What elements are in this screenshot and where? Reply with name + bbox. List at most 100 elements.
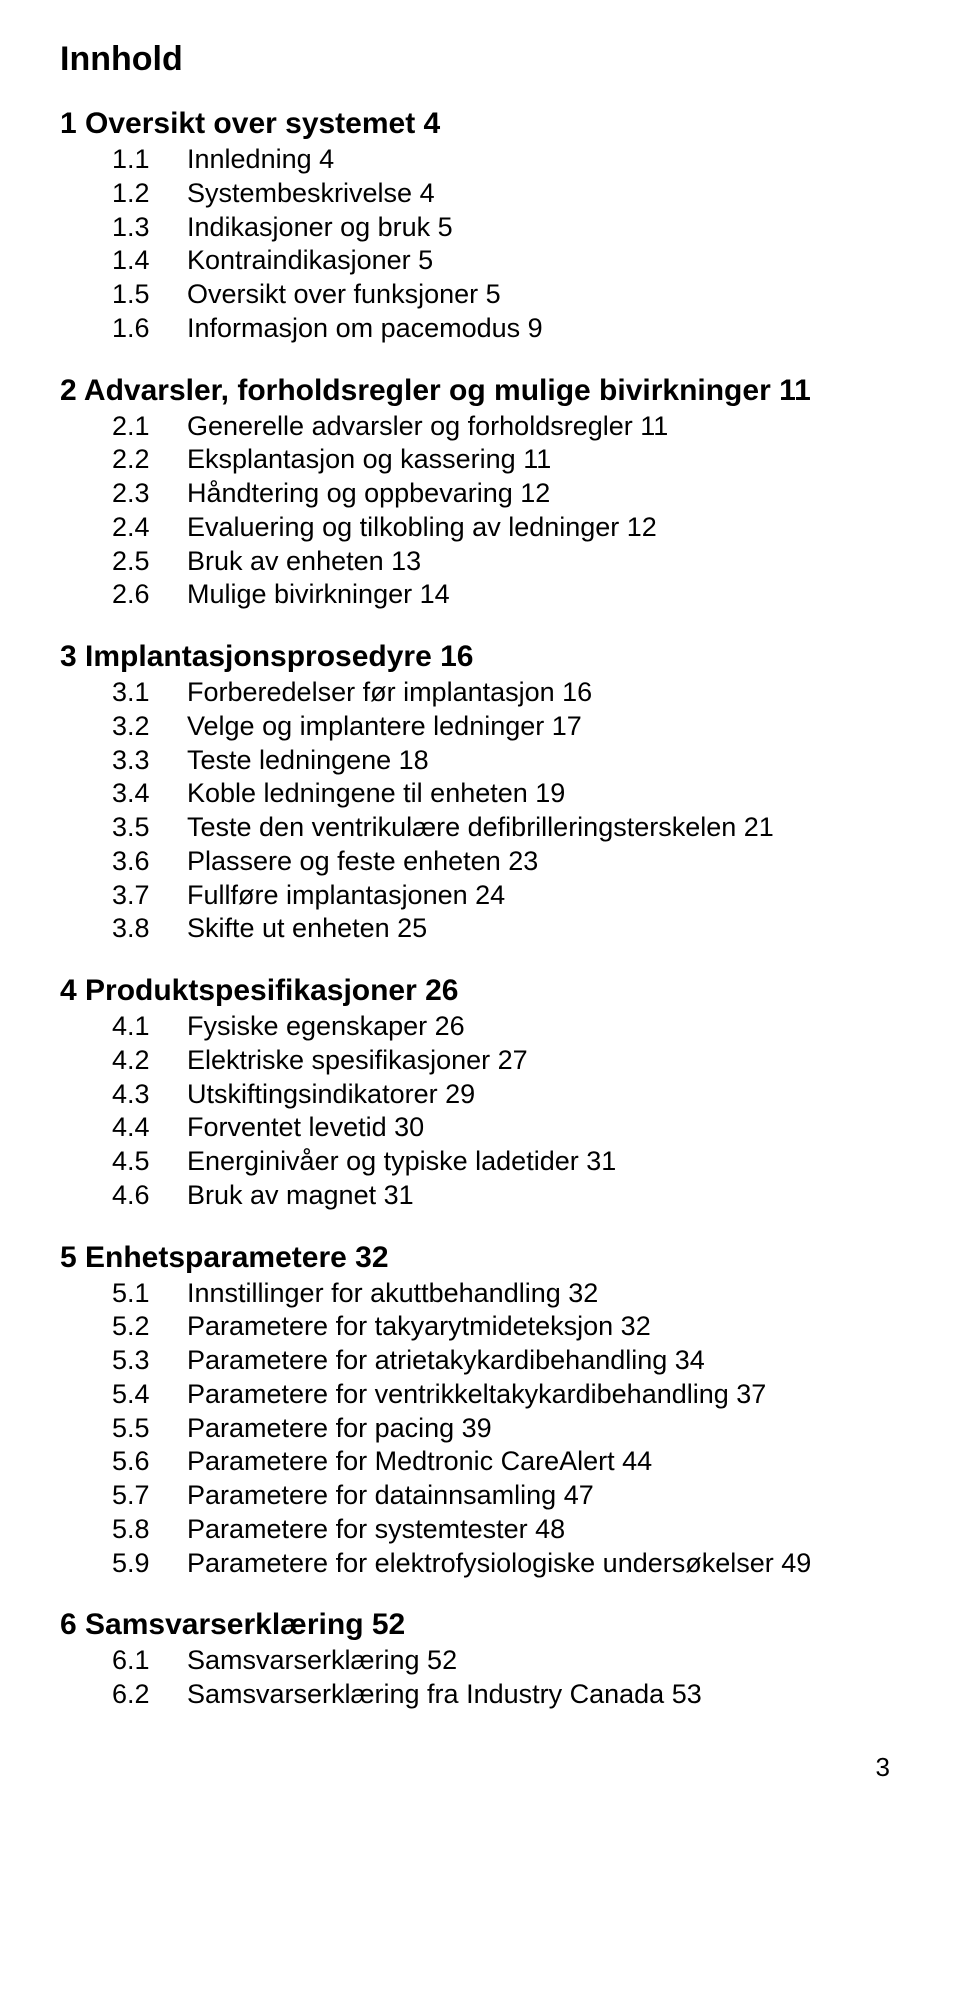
toc-sub-item: 2.3Håndtering og oppbevaring 12 bbox=[112, 477, 900, 511]
toc-sub-item: 3.2Velge og implantere ledninger 17 bbox=[112, 710, 900, 744]
toc-sub-number: 5.2 bbox=[112, 1310, 187, 1344]
toc-sub-number: 1.2 bbox=[112, 177, 187, 211]
toc-sub-text: Teste den ventrikulære defibrilleringste… bbox=[187, 811, 900, 845]
toc-sub-number: 6.1 bbox=[112, 1644, 187, 1678]
toc-sub-item: 4.5Energinivåer og typiske ladetider 31 bbox=[112, 1145, 900, 1179]
toc-sub-text: Plassere og feste enheten 23 bbox=[187, 845, 900, 879]
toc-sub-text: Elektriske spesifikasjoner 27 bbox=[187, 1044, 900, 1078]
toc-sub-item: 1.1Innledning 4 bbox=[112, 143, 900, 177]
toc-sub-text: Bruk av enheten 13 bbox=[187, 545, 900, 579]
toc-sub-item: 1.4Kontraindikasjoner 5 bbox=[112, 244, 900, 278]
toc-sub-item: 6.1Samsvarserklæring 52 bbox=[112, 1644, 900, 1678]
toc-sub-number: 1.1 bbox=[112, 143, 187, 177]
section-heading: 6 Samsvarserklæring 52 bbox=[60, 1608, 900, 1642]
toc-sub-number: 3.3 bbox=[112, 744, 187, 778]
toc-sub-text: Samsvarserklæring 52 bbox=[187, 1644, 900, 1678]
toc-sub-item: 2.4Evaluering og tilkobling av ledninger… bbox=[112, 511, 900, 545]
toc-sub-number: 4.5 bbox=[112, 1145, 187, 1179]
document-title: Innhold bbox=[60, 40, 900, 79]
toc-sub-text: Kontraindikasjoner 5 bbox=[187, 244, 900, 278]
toc-sub-number: 3.8 bbox=[112, 912, 187, 946]
toc-sub-number: 4.3 bbox=[112, 1078, 187, 1112]
toc-sub-item: 4.2Elektriske spesifikasjoner 27 bbox=[112, 1044, 900, 1078]
toc-sub-text: Utskiftingsindikatorer 29 bbox=[187, 1078, 900, 1112]
toc-sub-item: 2.2Eksplantasjon og kassering 11 bbox=[112, 443, 900, 477]
toc-sub-number: 1.6 bbox=[112, 312, 187, 346]
toc-sub-item: 3.5Teste den ventrikulære defibrillering… bbox=[112, 811, 900, 845]
toc-sub-text: Forventet levetid 30 bbox=[187, 1111, 900, 1145]
toc-sub-number: 1.4 bbox=[112, 244, 187, 278]
toc-sub-item: 6.2Samsvarserklæring fra Industry Canada… bbox=[112, 1678, 900, 1712]
section-heading: 1 Oversikt over systemet 4 bbox=[60, 107, 900, 141]
toc-sub-item: 1.2Systembeskrivelse 4 bbox=[112, 177, 900, 211]
toc-sub-item: 5.9Parametere for elektrofysiologiske un… bbox=[112, 1547, 900, 1581]
toc-sub-text: Parametere for datainnsamling 47 bbox=[187, 1479, 900, 1513]
toc-sub-number: 2.2 bbox=[112, 443, 187, 477]
toc-sub-item: 4.1Fysiske egenskaper 26 bbox=[112, 1010, 900, 1044]
toc-sub-number: 2.5 bbox=[112, 545, 187, 579]
toc-sub-item: 2.1Generelle advarsler og forholdsregler… bbox=[112, 410, 900, 444]
section-sub-list: 2.1Generelle advarsler og forholdsregler… bbox=[60, 410, 900, 613]
toc-sub-item: 5.1Innstillinger for akuttbehandling 32 bbox=[112, 1277, 900, 1311]
toc-sub-number: 2.1 bbox=[112, 410, 187, 444]
toc-sub-number: 4.2 bbox=[112, 1044, 187, 1078]
toc-sub-item: 5.5Parametere for pacing 39 bbox=[112, 1412, 900, 1446]
toc-sub-number: 3.4 bbox=[112, 777, 187, 811]
toc-sub-text: Energinivåer og typiske ladetider 31 bbox=[187, 1145, 900, 1179]
toc-sub-number: 4.1 bbox=[112, 1010, 187, 1044]
toc-sub-text: Håndtering og oppbevaring 12 bbox=[187, 477, 900, 511]
toc-sub-number: 6.2 bbox=[112, 1678, 187, 1712]
section-sub-list: 6.1Samsvarserklæring 526.2Samsvarserklær… bbox=[60, 1644, 900, 1712]
toc-sub-text: Forberedelser før implantasjon 16 bbox=[187, 676, 900, 710]
toc-sub-number: 2.3 bbox=[112, 477, 187, 511]
toc-sub-item: 1.6Informasjon om pacemodus 9 bbox=[112, 312, 900, 346]
toc-sub-number: 5.6 bbox=[112, 1445, 187, 1479]
toc-sub-item: 4.6Bruk av magnet 31 bbox=[112, 1179, 900, 1213]
toc-sub-item: 5.2Parametere for takyarytmideteksjon 32 bbox=[112, 1310, 900, 1344]
toc-sub-number: 5.1 bbox=[112, 1277, 187, 1311]
section-sub-list: 4.1Fysiske egenskaper 264.2Elektriske sp… bbox=[60, 1010, 900, 1213]
toc-sub-number: 5.8 bbox=[112, 1513, 187, 1547]
section-heading: 2 Advarsler, forholdsregler og mulige bi… bbox=[60, 374, 900, 408]
toc-sub-item: 3.6Plassere og feste enheten 23 bbox=[112, 845, 900, 879]
toc-sub-number: 3.5 bbox=[112, 811, 187, 845]
toc-sub-text: Parametere for pacing 39 bbox=[187, 1412, 900, 1446]
toc-sub-text: Parametere for elektrofysiologiske under… bbox=[187, 1547, 900, 1581]
toc-sub-number: 5.4 bbox=[112, 1378, 187, 1412]
toc-sub-number: 1.3 bbox=[112, 211, 187, 245]
toc-sub-item: 3.3Teste ledningene 18 bbox=[112, 744, 900, 778]
toc-sub-text: Parametere for takyarytmideteksjon 32 bbox=[187, 1310, 900, 1344]
toc-sub-text: Mulige bivirkninger 14 bbox=[187, 578, 900, 612]
toc-sub-number: 4.6 bbox=[112, 1179, 187, 1213]
toc-sub-text: Oversikt over funksjoner 5 bbox=[187, 278, 900, 312]
toc-sub-text: Samsvarserklæring fra Industry Canada 53 bbox=[187, 1678, 900, 1712]
toc-sub-item: 1.5Oversikt over funksjoner 5 bbox=[112, 278, 900, 312]
section-sub-list: 1.1Innledning 41.2Systembeskrivelse 41.3… bbox=[60, 143, 900, 346]
toc-sub-text: Parametere for Medtronic CareAlert 44 bbox=[187, 1445, 900, 1479]
toc-sub-text: Skifte ut enheten 25 bbox=[187, 912, 900, 946]
toc-sub-number: 1.5 bbox=[112, 278, 187, 312]
toc-sub-item: 1.3Indikasjoner og bruk 5 bbox=[112, 211, 900, 245]
toc-sub-number: 2.4 bbox=[112, 511, 187, 545]
section-sub-list: 5.1Innstillinger for akuttbehandling 325… bbox=[60, 1277, 900, 1581]
toc-sub-text: Evaluering og tilkobling av ledninger 12 bbox=[187, 511, 900, 545]
toc-sub-text: Bruk av magnet 31 bbox=[187, 1179, 900, 1213]
toc-sub-text: Generelle advarsler og forholdsregler 11 bbox=[187, 410, 900, 444]
toc-sub-number: 2.6 bbox=[112, 578, 187, 612]
toc-sub-number: 5.5 bbox=[112, 1412, 187, 1446]
toc-sub-item: 5.7Parametere for datainnsamling 47 bbox=[112, 1479, 900, 1513]
toc-sub-item: 3.8Skifte ut enheten 25 bbox=[112, 912, 900, 946]
toc-sub-text: Koble ledningene til enheten 19 bbox=[187, 777, 900, 811]
toc-sub-item: 5.8Parametere for systemtester 48 bbox=[112, 1513, 900, 1547]
table-of-contents: 1 Oversikt over systemet 41.1Innledning … bbox=[60, 107, 900, 1712]
toc-sub-text: Parametere for ventrikkeltakykardibehand… bbox=[187, 1378, 900, 1412]
toc-sub-item: 4.4Forventet levetid 30 bbox=[112, 1111, 900, 1145]
toc-sub-item: 3.4Koble ledningene til enheten 19 bbox=[112, 777, 900, 811]
toc-sub-text: Eksplantasjon og kassering 11 bbox=[187, 443, 900, 477]
section-heading: 4 Produktspesifikasjoner 26 bbox=[60, 974, 900, 1008]
toc-sub-item: 3.7Fullføre implantasjonen 24 bbox=[112, 879, 900, 913]
section-sub-list: 3.1Forberedelser før implantasjon 163.2V… bbox=[60, 676, 900, 946]
toc-sub-item: 5.4Parametere for ventrikkeltakykardibeh… bbox=[112, 1378, 900, 1412]
toc-sub-text: Informasjon om pacemodus 9 bbox=[187, 312, 900, 346]
toc-sub-text: Velge og implantere ledninger 17 bbox=[187, 710, 900, 744]
